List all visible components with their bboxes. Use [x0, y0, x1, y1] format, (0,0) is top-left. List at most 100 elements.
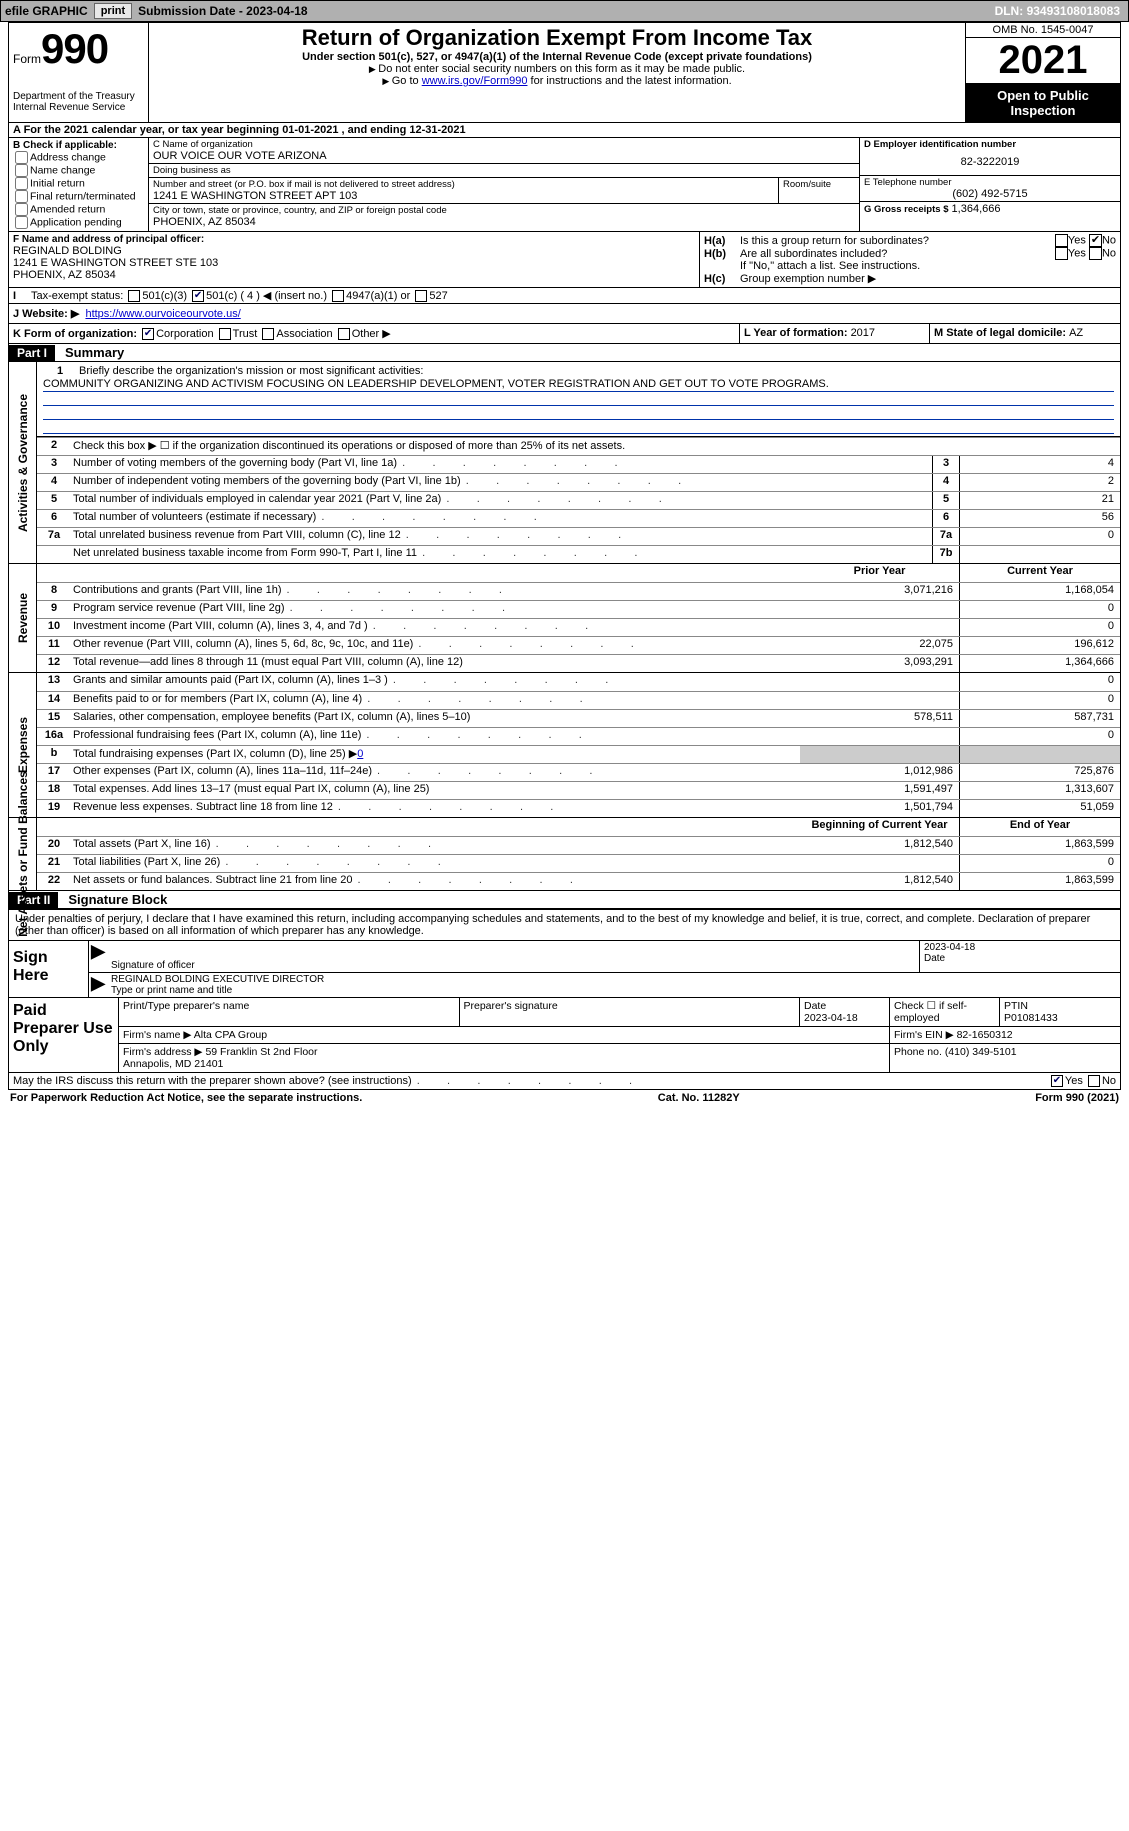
- section-b: B Check if applicable: Address change Na…: [9, 138, 149, 231]
- may-no[interactable]: [1088, 1075, 1100, 1087]
- vlabel-netassets: Net Assets or Fund Balances: [9, 818, 37, 890]
- line3-val: 4: [960, 456, 1120, 473]
- suite-label: Room/suite: [783, 179, 855, 190]
- efile-label: efile GRAPHIC: [1, 4, 92, 18]
- vlabel-activities: Activities & Governance: [9, 362, 37, 563]
- line5-val: 21: [960, 492, 1120, 509]
- page-footer: For Paperwork Reduction Act Notice, see …: [0, 1090, 1129, 1106]
- website-link[interactable]: https://www.ourvoiceourvote.us/: [85, 308, 240, 320]
- may-discuss-row: May the IRS discuss this return with the…: [9, 1073, 1120, 1089]
- cb-address-change[interactable]: Address change: [13, 151, 144, 164]
- hb-no[interactable]: [1089, 247, 1102, 260]
- hb-yes[interactable]: [1055, 247, 1068, 260]
- hdr-begin: Beginning of Current Year: [800, 818, 960, 836]
- line8: Contributions and grants (Part VIII, lin…: [71, 583, 800, 600]
- sig-declaration: Under penalties of perjury, I declare th…: [9, 910, 1120, 941]
- dept-label: Department of the Treasury Internal Reve…: [13, 91, 144, 113]
- cb-trust[interactable]: [219, 328, 231, 340]
- row-i-tax-status: I Tax-exempt status: 501(c)(3) 501(c) ( …: [9, 288, 1120, 304]
- hdr-prior: Prior Year: [800, 564, 960, 582]
- form-title: Return of Organization Exempt From Incom…: [155, 25, 959, 51]
- sig-officer-label: Signature of officer: [111, 960, 915, 971]
- city-value: PHOENIX, AZ 85034: [153, 216, 855, 228]
- sig-date-value: 2023-04-18: [924, 942, 1116, 953]
- sig-date-label: Date: [924, 953, 1116, 964]
- line16b-val[interactable]: 0: [357, 748, 363, 760]
- print-button[interactable]: print: [94, 3, 132, 19]
- line2: Check this box ▶ ☐ if the organization d…: [71, 438, 1120, 455]
- cb-4947[interactable]: [332, 290, 344, 302]
- ein-value: 82-3222019: [864, 150, 1116, 174]
- street-label: Number and street (or P.O. box if mail i…: [153, 179, 774, 190]
- subdate-label: Submission Date - 2023-04-18: [134, 4, 311, 18]
- part2-header: Part II Signature Block: [9, 891, 1120, 909]
- firm-name: Alta CPA Group: [194, 1029, 267, 1041]
- line14: Benefits paid to or for members (Part IX…: [71, 692, 800, 709]
- cb-corp[interactable]: [142, 328, 154, 340]
- section-f: F Name and address of principal officer:…: [9, 232, 700, 287]
- gross-label: G Gross receipts $: [864, 204, 948, 215]
- firm-ein: 82-1650312: [957, 1029, 1013, 1041]
- section-h: H(a)Is this a group return for subordina…: [700, 232, 1120, 287]
- line21: Total liabilities (Part X, line 26): [71, 855, 800, 872]
- prep-sig-label: Preparer's signature: [460, 998, 801, 1026]
- street-value: 1241 E WASHINGTON STREET APT 103: [153, 190, 774, 202]
- may-yes[interactable]: [1051, 1075, 1063, 1087]
- b-header: B Check if applicable:: [13, 140, 144, 151]
- irs-link[interactable]: www.irs.gov/Form990: [422, 75, 528, 87]
- ha-no[interactable]: ✔: [1089, 234, 1102, 247]
- vlabel-revenue: Revenue: [9, 564, 37, 672]
- cb-initial-return[interactable]: Initial return: [13, 177, 144, 190]
- prep-name-label: Print/Type preparer's name: [123, 1000, 455, 1012]
- line10: Investment income (Part VIII, column (A)…: [71, 619, 800, 636]
- cb-assoc[interactable]: [262, 328, 274, 340]
- officer-name: REGINALD BOLDING: [13, 245, 695, 257]
- line19: Revenue less expenses. Subtract line 18 …: [71, 800, 800, 817]
- line18: Total expenses. Add lines 13–17 (must eq…: [71, 782, 800, 799]
- phone-label: E Telephone number: [864, 177, 1116, 188]
- line6: Total number of volunteers (estimate if …: [71, 510, 932, 527]
- line22: Net assets or fund balances. Subtract li…: [71, 873, 800, 890]
- cb-other[interactable]: [338, 328, 350, 340]
- header-left: Form990 Department of the Treasury Inter…: [9, 23, 149, 122]
- cb-amended-return[interactable]: Amended return: [13, 203, 144, 216]
- hc-label: Group exemption number ▶: [740, 272, 1116, 285]
- gross-value: 1,364,666: [952, 203, 1001, 215]
- hdr-end: End of Year: [960, 818, 1120, 836]
- cb-name-change[interactable]: Name change: [13, 164, 144, 177]
- cb-501c3[interactable]: [128, 290, 140, 302]
- prep-ptin: P01081433: [1004, 1012, 1058, 1024]
- header-center: Return of Organization Exempt From Incom…: [149, 23, 965, 122]
- header-sub2: Do not enter social security numbers on …: [155, 63, 959, 75]
- line7b-val: [960, 546, 1120, 563]
- line7a: Total unrelated business revenue from Pa…: [71, 528, 932, 545]
- section-deg: D Employer identification number 82-3222…: [860, 138, 1120, 231]
- section-c: C Name of organization OUR VOICE OUR VOT…: [149, 138, 860, 231]
- line11: Other revenue (Part VIII, column (A), li…: [71, 637, 800, 654]
- line7b: Net unrelated business taxable income fr…: [71, 546, 932, 563]
- row-j-website: J Website: ▶ https://www.ourvoiceourvote…: [9, 304, 1120, 324]
- header-sub3: Go to www.irs.gov/Form990 for instructio…: [155, 75, 959, 87]
- line13: Grants and similar amounts paid (Part IX…: [71, 673, 800, 691]
- line1-label: Briefly describe the organization's miss…: [77, 364, 1114, 378]
- line12: Total revenue—add lines 8 through 11 (mu…: [71, 655, 800, 672]
- line6-val: 56: [960, 510, 1120, 527]
- ha-yes[interactable]: [1055, 234, 1068, 247]
- org-name: OUR VOICE OUR VOTE ARIZONA: [153, 150, 855, 162]
- omb-number: OMB No. 1545-0047: [966, 23, 1120, 38]
- paid-preparer-label: Paid Preparer Use Only: [9, 998, 119, 1072]
- line17: Other expenses (Part IX, column (A), lin…: [71, 764, 800, 781]
- cb-527[interactable]: [415, 290, 427, 302]
- cb-final-return[interactable]: Final return/terminated: [13, 190, 144, 203]
- cb-app-pending[interactable]: Application pending: [13, 216, 144, 229]
- line5: Total number of individuals employed in …: [71, 492, 932, 509]
- line4-val: 2: [960, 474, 1120, 491]
- line15: Salaries, other compensation, employee b…: [71, 710, 800, 727]
- prep-date: 2023-04-18: [804, 1012, 858, 1024]
- line3: Number of voting members of the governin…: [71, 456, 932, 473]
- open-to-public: Open to Public Inspection: [966, 84, 1120, 122]
- org-name-label: C Name of organization: [153, 139, 855, 150]
- cb-501c[interactable]: [192, 290, 204, 302]
- arrow-icon: ▶: [89, 973, 107, 997]
- mission-text: COMMUNITY ORGANIZING AND ACTIVISM FOCUSI…: [43, 378, 1114, 392]
